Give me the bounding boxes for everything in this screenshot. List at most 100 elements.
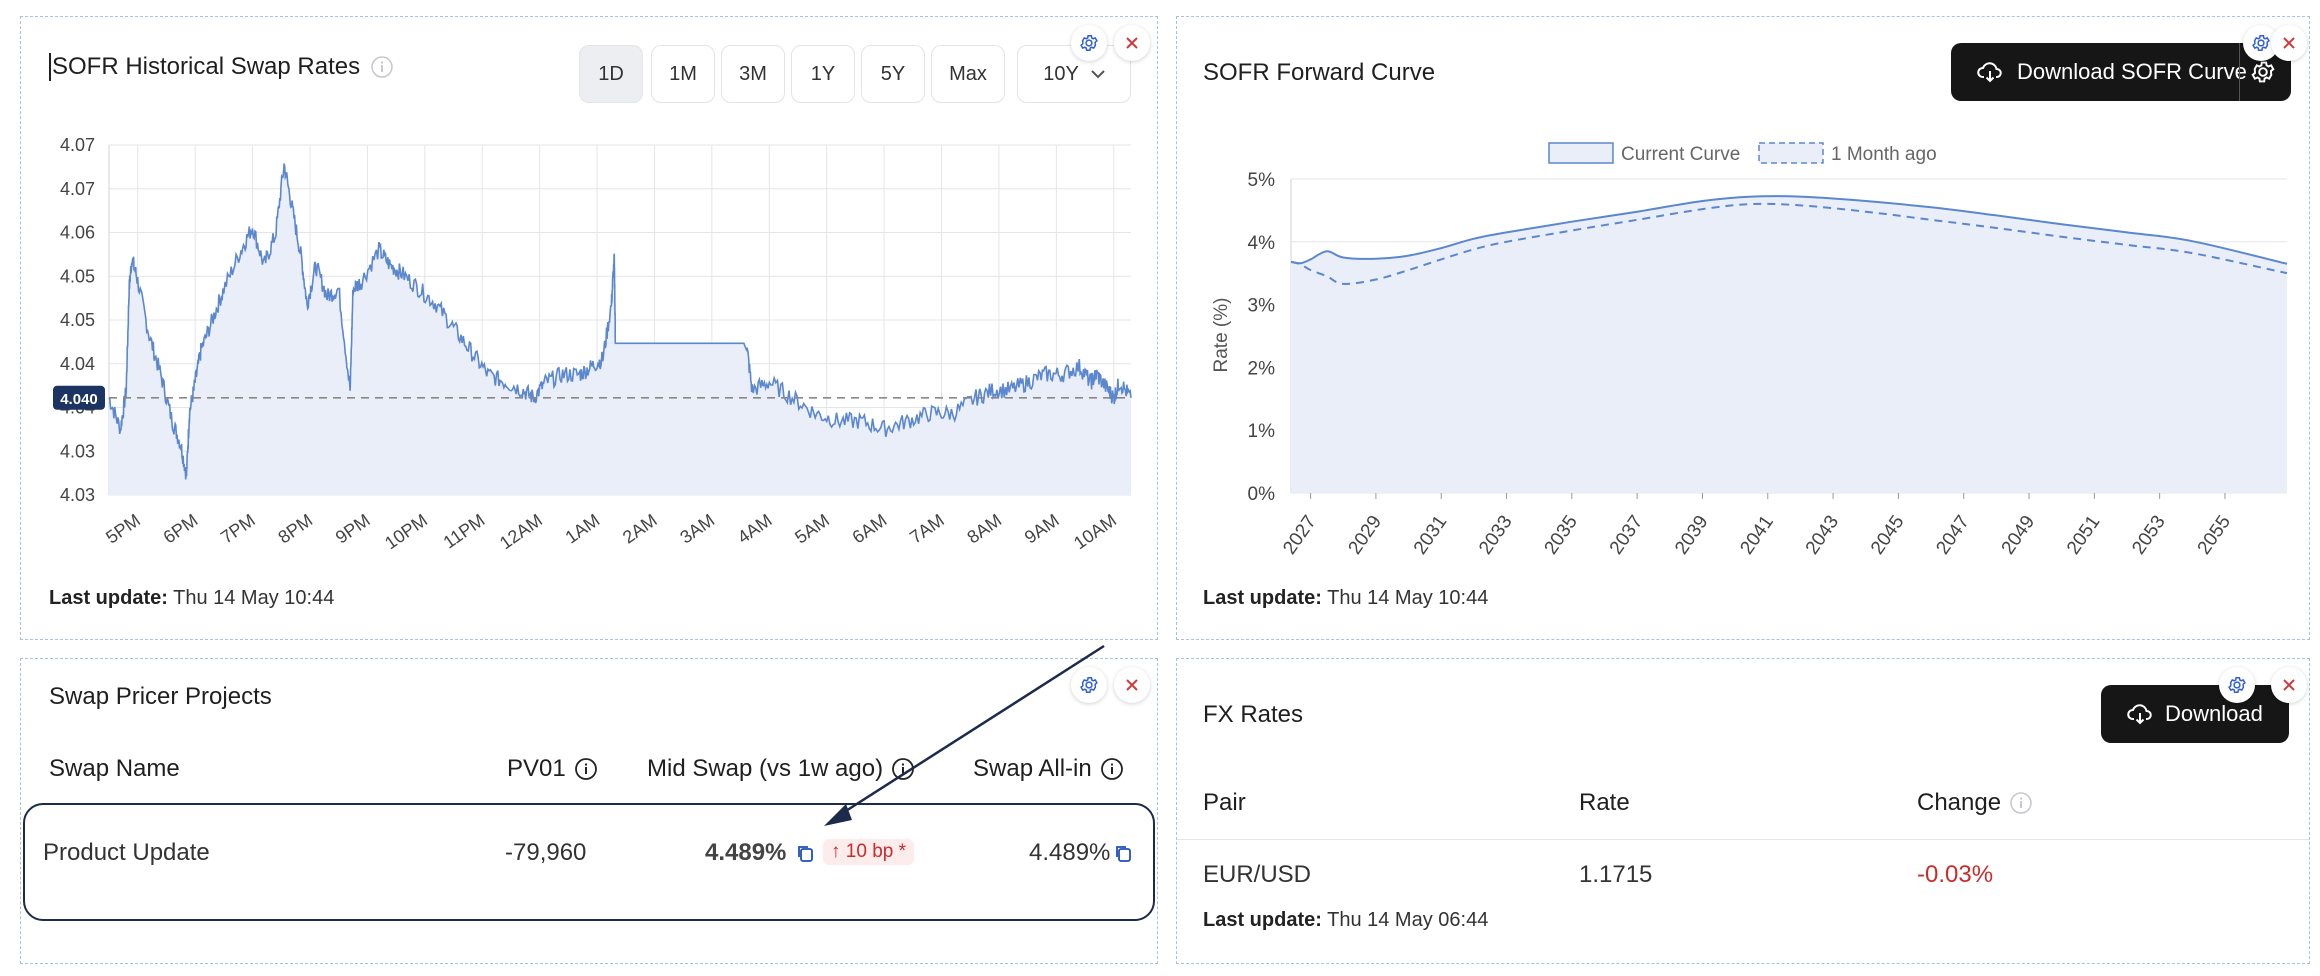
current-value-badge <box>53 385 105 410</box>
column-header-change[interactable]: Change <box>1917 789 2033 817</box>
y-tick-label: 4.05 <box>60 310 95 330</box>
y-axis-label: Rate (%) <box>1211 298 1232 373</box>
close-icon <box>1126 37 1138 49</box>
forward-last-update: Last update: Thu 14 May 10:44 <box>1203 587 1488 610</box>
swap-pricer-title: Swap Pricer Projects <box>49 683 272 710</box>
y-tick-label: 4.04 <box>60 354 95 374</box>
forward-curve-panel: SOFR Forward Curve Download SOFR Curve C… <box>1176 16 2310 640</box>
download-sofr-curve-button[interactable]: Download SOFR Curve <box>1951 43 2291 101</box>
table-divider <box>1177 839 2309 840</box>
historical-last-update: Last update: Thu 14 May 10:44 <box>49 587 334 610</box>
fx-last-update: Last update: Thu 14 May 06:44 <box>1203 909 1488 932</box>
column-header-label: Change <box>1917 789 2002 816</box>
y-tick-label: 0% <box>1248 484 1276 505</box>
column-header-label: Swap Name <box>49 755 180 782</box>
copy-icon[interactable] <box>795 843 817 865</box>
settings-button[interactable] <box>2219 667 2255 703</box>
range-button-1d[interactable]: 1D <box>579 45 643 103</box>
close-button[interactable] <box>1114 25 1150 61</box>
column-header-label: PV01 <box>507 755 566 782</box>
change-badge-text: 10 bp * <box>845 841 907 862</box>
last-update-value: Thu 14 May 10:44 <box>1327 587 1489 609</box>
fx-rates-title: FX Rates <box>1203 701 1304 728</box>
series-area <box>109 163 1131 495</box>
arrow-up-icon: ↑ <box>831 841 841 862</box>
cloud-download-icon <box>2127 704 2152 725</box>
column-header-swap-all-in[interactable]: Swap All-in <box>973 755 1124 783</box>
y-tick-label: 1% <box>1248 421 1276 442</box>
last-update-value: Thu 14 May 06:44 <box>1327 909 1489 931</box>
range-button-5y[interactable]: 5Y <box>861 45 925 103</box>
close-icon <box>1126 679 1138 691</box>
column-header-label: Mid Swap (vs 1w ago) <box>647 755 884 782</box>
gear-icon <box>1080 35 1098 51</box>
close-button[interactable] <box>1114 667 1150 703</box>
fx-rates-panel: FX Rates Download Pair Rate Change EUR/U… <box>1176 658 2310 964</box>
column-header-swap-name[interactable]: Swap Name <box>49 755 180 783</box>
series-line-current <box>1290 195 2288 265</box>
gear-icon[interactable] <box>2250 59 2276 85</box>
fx-pair-cell: EUR/USD <box>1203 861 1312 888</box>
download-sofr-curve-label: Download SOFR Curve <box>2017 59 2247 84</box>
legend-label-current: Current Curve <box>1621 144 1740 165</box>
forward-curve-chart: Current Curve 1 Month ago 0% 1% 2% 3% 4% 5% Rate… <box>1211 142 2288 559</box>
last-update-value: Thu 14 May 10:44 <box>173 587 335 609</box>
series-area-current <box>1291 196 2287 493</box>
range-button-3m[interactable]: 3M <box>721 45 785 103</box>
close-button[interactable] <box>2271 25 2307 61</box>
historical-title-wrap: SOFR Historical Swap Rates <box>49 53 394 81</box>
download-divider <box>2239 43 2240 101</box>
info-icon[interactable] <box>1100 757 1124 781</box>
forward-panel-title: SOFR Forward Curve <box>1203 59 1436 86</box>
info-icon[interactable] <box>370 55 394 79</box>
range-button-1m[interactable]: 1M <box>651 45 715 103</box>
y-tick-label: 4.05 <box>60 266 95 286</box>
y-tick-label: 4.06 <box>60 223 95 243</box>
column-header-label: Swap All-in <box>973 755 1092 782</box>
legend-swatch-current <box>1548 142 1614 164</box>
legend-label-month-ago: 1 Month ago <box>1831 144 1937 165</box>
y-tick-label: 4.03 <box>60 485 95 505</box>
range-button-max[interactable]: Max <box>931 45 1005 103</box>
historical-panel-title: SOFR Historical Swap Rates <box>49 53 360 81</box>
current-value-badge-text: 4.040 <box>60 391 98 408</box>
mid-swap-cell: 4.489% <box>705 839 787 866</box>
swap-name-cell[interactable]: Product Update <box>43 839 210 866</box>
info-icon[interactable] <box>2009 791 2033 815</box>
download-fx-button[interactable]: Download <box>2101 685 2289 743</box>
column-header-rate[interactable]: Rate <box>1579 789 1630 817</box>
chevron-down-icon <box>1091 70 1105 79</box>
swap-all-in-cell: 4.489% <box>1029 839 1111 866</box>
settings-button[interactable] <box>1071 25 1107 61</box>
historical-line-chart: 4.034.034.044.044.054.054.064.074.075PM6… <box>53 135 1132 553</box>
column-header-pair[interactable]: Pair <box>1203 789 1246 817</box>
column-header-pv01[interactable]: PV01 <box>507 755 598 783</box>
column-header-mid-swap[interactable]: Mid Swap (vs 1w ago) <box>647 755 915 783</box>
series-line <box>108 163 1132 480</box>
copy-icon[interactable] <box>1113 843 1135 865</box>
tenor-select-value: 10Y <box>1043 62 1079 85</box>
tenor-select[interactable]: 10Y <box>1017 45 1131 103</box>
cloud-download-icon <box>1977 62 2002 83</box>
gear-icon <box>2252 35 2270 51</box>
settings-button[interactable] <box>1071 667 1107 703</box>
fx-change-cell: -0.03% <box>1917 861 1994 888</box>
change-badge: ↑ 10 bp * <box>823 839 915 865</box>
last-update-label: Last update: <box>49 587 168 609</box>
column-header-label: Rate <box>1579 789 1630 816</box>
download-fx-label: Download <box>2165 701 2263 726</box>
close-icon <box>2283 679 2295 691</box>
gear-icon <box>1080 677 1098 693</box>
table-row[interactable] <box>23 803 1155 921</box>
y-tick-label: 2% <box>1248 358 1276 379</box>
y-tick-label: 4.03 <box>60 441 95 461</box>
legend-swatch-month-ago <box>1758 142 1824 164</box>
info-icon[interactable] <box>574 757 598 781</box>
y-tick-label: 4.07 <box>60 135 95 155</box>
historical-swap-rates-panel: SOFR Historical Swap Rates 1D 1M 3M 1Y 5… <box>20 16 1158 640</box>
close-button[interactable] <box>2271 667 2307 703</box>
y-tick-label: 4.07 <box>60 179 95 199</box>
range-button-1y[interactable]: 1Y <box>791 45 855 103</box>
close-icon <box>2283 37 2295 49</box>
